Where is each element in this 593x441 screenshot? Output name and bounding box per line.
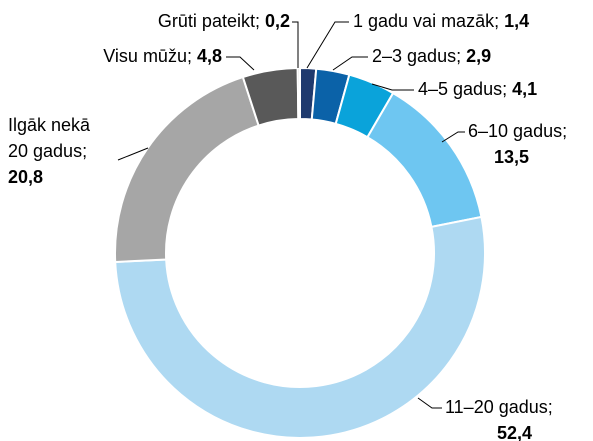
- slice-value: 4,8: [197, 46, 222, 66]
- slice-value: 13,5: [494, 147, 529, 167]
- slice-label: 11–20 gadus;: [445, 397, 553, 417]
- leader-line: [371, 83, 414, 91]
- slice-label: 2–3 gadus;: [372, 46, 461, 66]
- slice-value: 52,4: [497, 423, 532, 441]
- slice-label: Ilgāk nekā 20 gadus;: [8, 115, 91, 161]
- slice-label: Visu mūžu;: [103, 46, 192, 66]
- slice-label: 1 gadu vai mazāk;: [353, 11, 499, 31]
- slice-label: 4–5 gadus;: [418, 79, 507, 99]
- leader-line: [332, 56, 368, 71]
- donut-slice: [366, 91, 483, 229]
- slice-value: 0,2: [265, 11, 290, 31]
- leader-line: [417, 397, 442, 409]
- slice-value: 2,9: [466, 46, 491, 66]
- leader-line: [226, 56, 255, 71]
- slice-value: 1,4: [504, 11, 529, 31]
- leader-line: [292, 21, 299, 68]
- leader-line: [306, 21, 349, 69]
- slice-value: 4,1: [512, 79, 537, 99]
- leader-line: [117, 147, 149, 161]
- slice-value: 20,8: [8, 167, 43, 187]
- leader-line: [441, 131, 465, 143]
- slice-label: 6–10 gadus;: [468, 121, 567, 141]
- slice-label: Grūti pateikt;: [158, 11, 260, 31]
- donut-slice: [114, 215, 486, 440]
- donut-slice: [296, 66, 301, 121]
- donut-slice: [114, 75, 260, 264]
